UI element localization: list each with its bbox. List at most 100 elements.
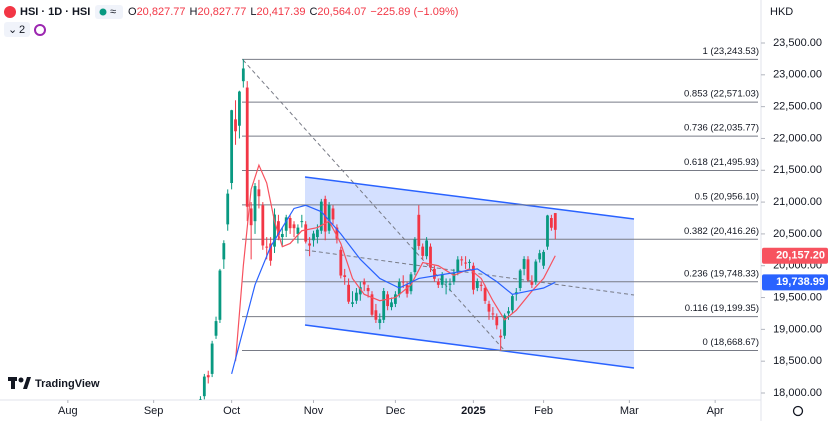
channel-mid-line: [304, 249, 635, 296]
candle-body: [421, 246, 425, 256]
candle-body: [522, 258, 526, 269]
y-tick-label: 23,000.00: [773, 69, 822, 81]
candle-body: [261, 205, 265, 246]
candle-body: [475, 280, 479, 288]
candle-body: [249, 208, 253, 226]
candle-body: [292, 224, 296, 229]
candle-body: [507, 311, 510, 314]
ohlc-readout: O20,827.77 H20,827.77 L20,417.39 C20,564.07…: [128, 6, 458, 18]
fib-label: 0.116 (19,199.35): [685, 303, 759, 314]
logo-mark: [11, 377, 15, 389]
candle-body: [343, 275, 347, 277]
candle-body: [308, 243, 312, 246]
candle-body: [230, 110, 234, 183]
settings-icon[interactable]: [792, 405, 804, 417]
candle-body: [202, 376, 206, 397]
candle-body: [257, 189, 261, 197]
fib-label: 0.236 (19,748.33): [684, 268, 759, 279]
y-tick-label: 21,000.00: [773, 196, 822, 208]
candle-body: [277, 221, 280, 236]
candle-body: [273, 214, 276, 247]
fib-label: 0.5 (20,956.10): [695, 191, 759, 202]
candle-body: [468, 261, 471, 263]
candle-body: [358, 287, 362, 295]
candle-body: [483, 287, 487, 301]
y-tick-label: 19,500.00: [773, 291, 822, 303]
status-dot: [99, 8, 107, 16]
x-tick-label: Mar: [620, 405, 639, 417]
chevron: ⌄: [8, 24, 17, 36]
candle-body: [339, 249, 343, 276]
y-tick-label: 21,500.00: [773, 164, 822, 176]
fib-label: 0.736 (22,035.77): [684, 123, 759, 134]
last-value-label: 19,738.99: [776, 276, 825, 288]
candle-body: [280, 233, 284, 238]
candle-body: [413, 239, 417, 273]
y-tick-label: 20,500.00: [773, 228, 822, 240]
candle-body: [253, 186, 257, 222]
candle-body: [546, 215, 549, 247]
candles: [199, 59, 557, 400]
ohlc-value: 20,827.77: [197, 6, 246, 18]
candle-body: [456, 259, 460, 273]
candle-body: [222, 243, 226, 260]
change: −225.89 (−1.09%): [370, 6, 458, 18]
logo-mark: [23, 377, 31, 389]
candle-body: [405, 284, 409, 294]
candle-body: [366, 287, 370, 292]
candle-body: [440, 274, 444, 285]
channel-bottom: [304, 324, 635, 369]
ohlc-key: C: [309, 6, 317, 18]
candle-body: [530, 281, 534, 285]
candle-body: [327, 205, 331, 231]
candle-body: [452, 273, 456, 282]
y-axis: 18,000.0018,500.0019,000.0019,500.0020,0…: [761, 37, 822, 399]
candle-body: [210, 343, 214, 374]
candle-body: [553, 213, 557, 230]
y-tick-label: 18,000.00: [773, 387, 822, 399]
y-tick-label: 22,000.00: [773, 132, 822, 144]
fib-trend-line: [242, 59, 506, 352]
ma-line: [234, 163, 556, 362]
candle-body: [206, 375, 210, 378]
status-badge[interactable]: [95, 5, 123, 19]
ohlc-value: 20,827.77: [137, 6, 186, 18]
x-tick-label: Nov: [304, 405, 324, 417]
candle-body: [425, 240, 428, 257]
candle-body: [549, 217, 553, 228]
x-tick-label: 2025: [461, 405, 485, 417]
candle-body: [542, 251, 545, 266]
x-tick-label: Feb: [534, 405, 553, 417]
candle-body: [534, 261, 538, 282]
candle-body: [518, 270, 522, 288]
status-icon: ≈: [110, 6, 116, 18]
x-tick-label: Oct: [223, 405, 240, 417]
candle-body: [487, 303, 491, 312]
ma-lines: [231, 163, 556, 375]
last-value-label: 20,157.20: [776, 250, 825, 262]
last-value-labels: 20,157.20 19,738.99: [762, 247, 828, 291]
candle-body: [448, 283, 452, 285]
candle-body: [390, 302, 393, 308]
candle-body: [499, 335, 503, 338]
ohlc-key: L: [250, 6, 256, 18]
candle-body: [460, 259, 464, 261]
y-tick-label: 18,500.00: [773, 355, 822, 367]
candle-body: [238, 91, 241, 126]
x-tick-label: Apr: [707, 405, 724, 417]
candle-body: [503, 315, 506, 336]
x-tick-label: Sep: [144, 405, 164, 417]
candle-body: [464, 262, 467, 264]
symbol: HSI · 1D · HSI: [20, 6, 90, 18]
logo-mark: [18, 377, 24, 383]
candle-body: [491, 313, 495, 315]
indicator-icon[interactable]: [34, 24, 46, 36]
fib-label: 1 (23,243.53): [702, 46, 759, 57]
candle-body: [296, 227, 300, 234]
candle-body: [429, 246, 432, 268]
candle-body: [355, 292, 358, 301]
indicator-toggle[interactable]: [4, 22, 30, 37]
candle-body: [495, 316, 499, 326]
fib-label: 0.382 (20,416.26): [684, 226, 759, 237]
